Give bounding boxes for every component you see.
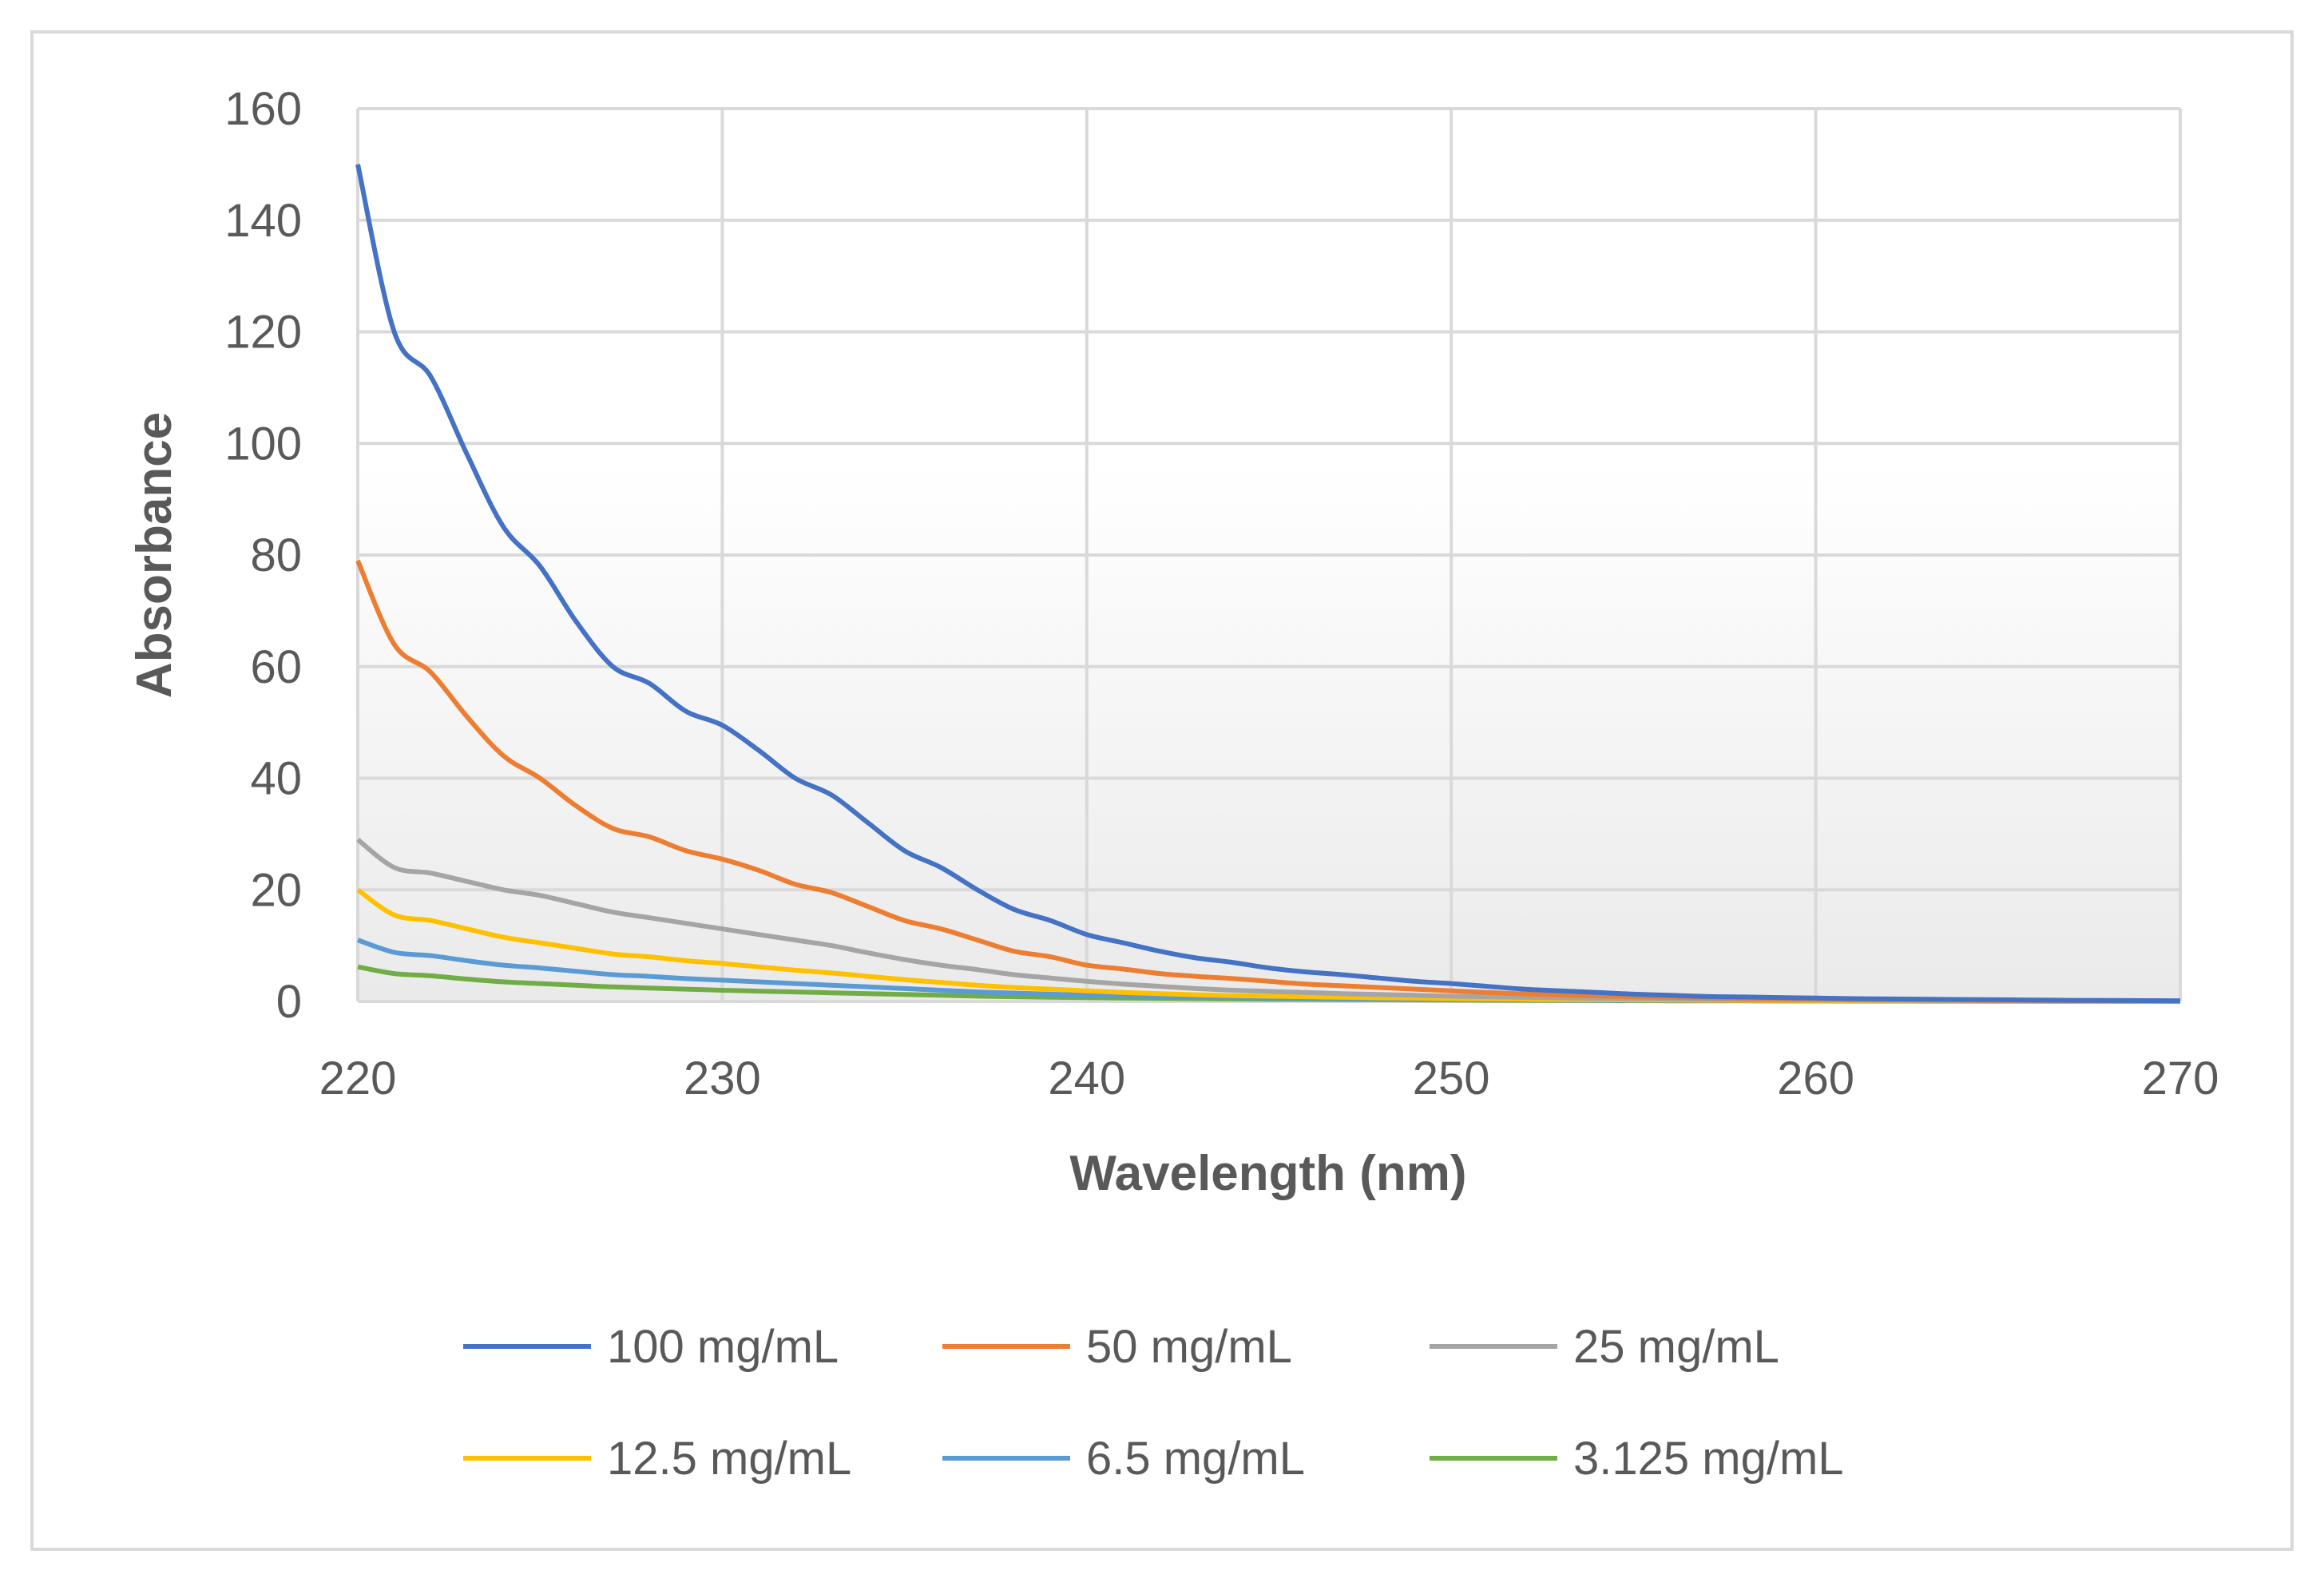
legend: 100 mg/mL 50 mg/mL 25 mg/mL 12.5 mg/mL 6.5 m… bbox=[463, 1321, 1844, 1485]
y-tick-label: 140 bbox=[224, 195, 302, 247]
x-axis-title: Wavelength (nm) bbox=[1069, 1146, 1466, 1201]
tick-labels: 0 20 40 60 80 100 120 140 160 220 230 240 250 260 270 bbox=[224, 83, 2219, 1104]
legend-label-12-5-mg-ml: 12.5 mg/mL bbox=[607, 1433, 851, 1485]
x-tick-label: 230 bbox=[684, 1053, 761, 1104]
x-tick-label: 220 bbox=[319, 1053, 397, 1104]
legend-label-6-5-mg-ml: 6.5 mg/mL bbox=[1086, 1433, 1305, 1485]
y-tick-label: 40 bbox=[250, 753, 302, 805]
legend-label-25-mg-ml: 25 mg/mL bbox=[1573, 1321, 1779, 1373]
y-tick-label: 100 bbox=[224, 418, 302, 470]
legend-label-100-mg-ml: 100 mg/mL bbox=[607, 1321, 839, 1373]
series-line-100-mg-ml bbox=[355, 164, 2181, 1004]
y-tick-label: 80 bbox=[250, 529, 302, 581]
y-tick-label: 0 bbox=[276, 976, 302, 1028]
y-tick-label: 60 bbox=[250, 641, 302, 693]
y-tick-label: 20 bbox=[250, 864, 302, 916]
x-tick-label: 270 bbox=[2142, 1053, 2219, 1104]
legend-label-50-mg-ml: 50 mg/mL bbox=[1086, 1321, 1292, 1373]
y-tick-label: 160 bbox=[224, 83, 302, 135]
legend-label-3-125-mg-ml: 3.125 mg/mL bbox=[1573, 1433, 1844, 1485]
x-tick-label: 260 bbox=[1777, 1053, 1854, 1104]
x-tick-label: 250 bbox=[1413, 1053, 1490, 1104]
series-lines bbox=[355, 164, 2181, 1004]
grid-lines bbox=[356, 107, 2182, 1003]
y-axis-title: Absorbance bbox=[127, 412, 182, 698]
y-tick-label: 120 bbox=[224, 307, 302, 359]
x-tick-label: 240 bbox=[1048, 1053, 1125, 1104]
